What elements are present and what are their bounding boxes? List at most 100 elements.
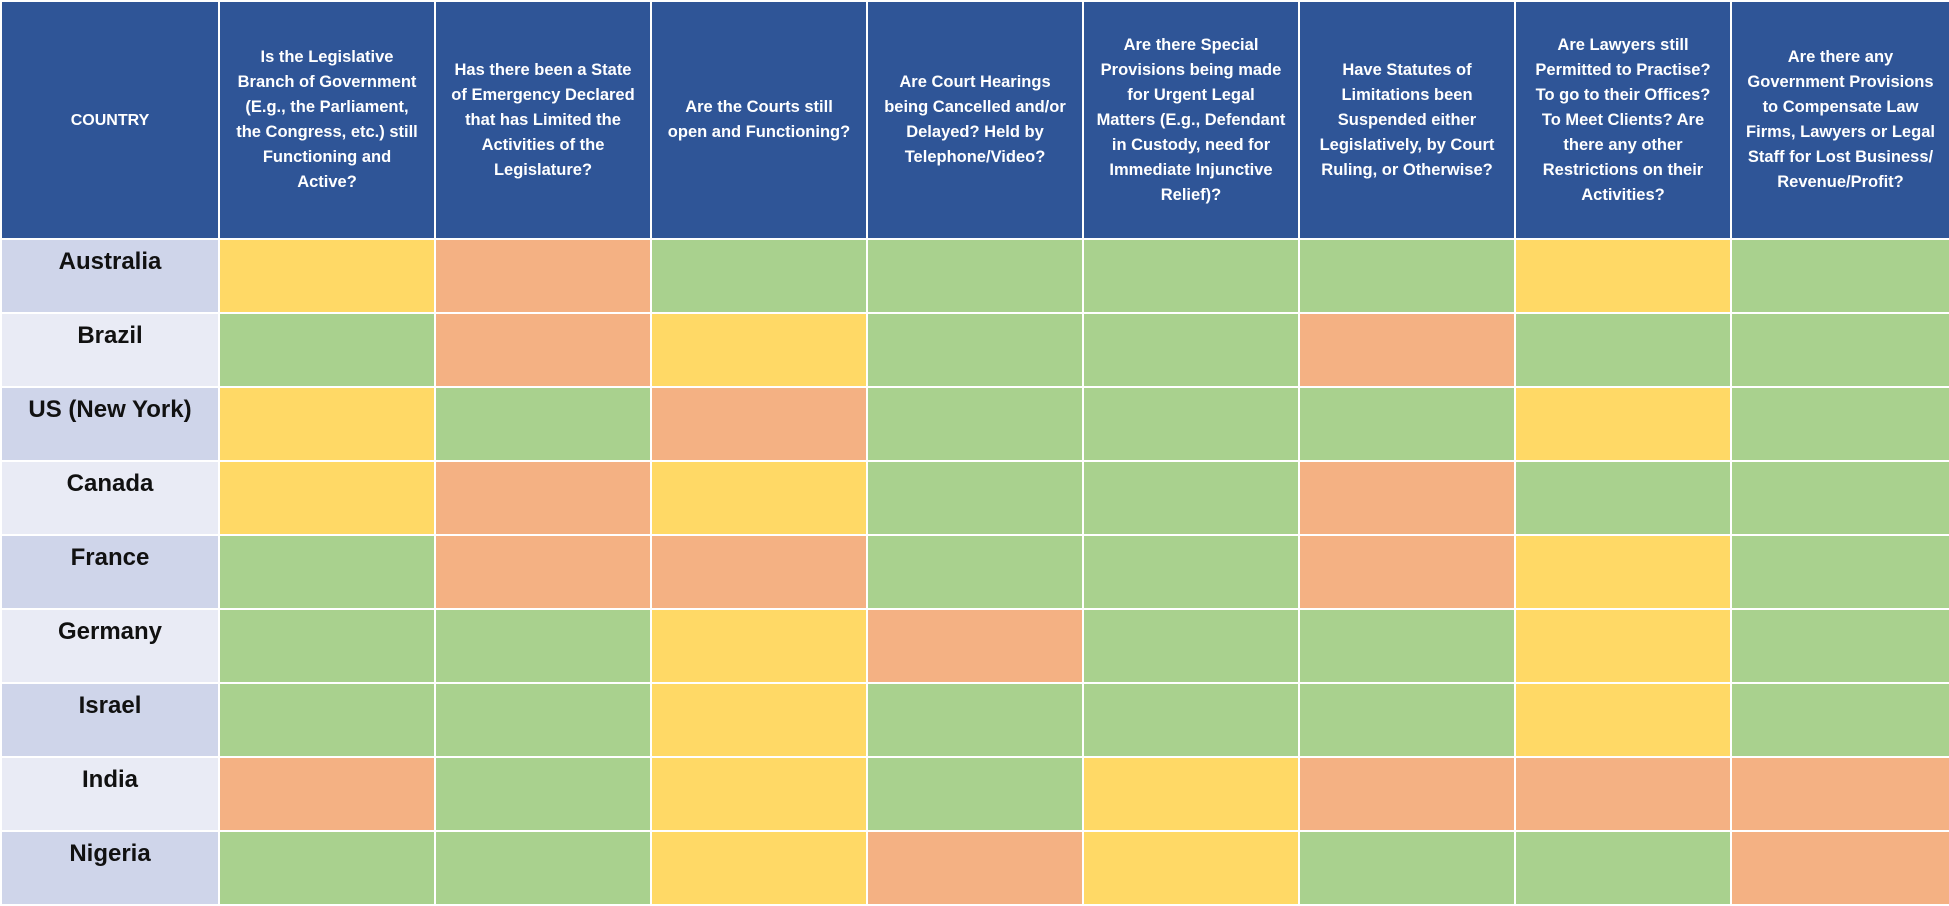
table-row: France: [2, 536, 1949, 608]
table-body: Australia Brazil US (New York) Canada France…: [2, 240, 1949, 904]
status-cell-green: [1084, 536, 1298, 608]
table-row: US (New York): [2, 388, 1949, 460]
table-row: Australia: [2, 240, 1949, 312]
status-cell-green: [652, 240, 866, 312]
status-cell-yellow: [652, 314, 866, 386]
status-cell-green: [1084, 684, 1298, 756]
status-cell-orange: [220, 758, 434, 830]
status-cell-orange: [1732, 832, 1949, 904]
status-cell-green: [1300, 832, 1514, 904]
status-cell-orange: [1300, 462, 1514, 534]
status-cell-green: [1516, 832, 1730, 904]
status-cell-green: [1084, 314, 1298, 386]
status-cell-green: [1732, 536, 1949, 608]
status-cell-orange: [868, 832, 1082, 904]
status-cell-green: [1300, 610, 1514, 682]
table-row: India: [2, 758, 1949, 830]
status-cell-green: [1516, 314, 1730, 386]
status-cell-green: [1732, 314, 1949, 386]
status-cell-yellow: [1516, 536, 1730, 608]
status-cell-yellow: [652, 610, 866, 682]
status-cell-orange: [652, 536, 866, 608]
status-cell-green: [436, 832, 650, 904]
status-cell-orange: [1300, 314, 1514, 386]
status-cell-green: [220, 832, 434, 904]
status-cell-orange: [436, 314, 650, 386]
status-cell-orange: [652, 388, 866, 460]
status-cell-green: [1084, 610, 1298, 682]
status-cell-green: [868, 758, 1082, 830]
table-row: Israel: [2, 684, 1949, 756]
header-compensation: Are there any Government Provisions to C…: [1732, 2, 1949, 238]
header-statutes-suspended: Have Statutes of Limitations been Suspen…: [1300, 2, 1514, 238]
status-cell-green: [1300, 684, 1514, 756]
status-cell-yellow: [652, 462, 866, 534]
status-cell-green: [1300, 240, 1514, 312]
header-urgent-provisions: Are there Special Provisions being made …: [1084, 2, 1298, 238]
status-cell-green: [868, 684, 1082, 756]
status-cell-yellow: [1084, 832, 1298, 904]
status-cell-green: [868, 462, 1082, 534]
status-cell-green: [436, 610, 650, 682]
country-cell: Canada: [2, 462, 218, 534]
status-cell-green: [868, 240, 1082, 312]
status-cell-orange: [436, 240, 650, 312]
status-cell-orange: [1516, 758, 1730, 830]
country-cell: Germany: [2, 610, 218, 682]
header-country: COUNTRY: [2, 2, 218, 238]
status-cell-yellow: [652, 758, 866, 830]
status-cell-green: [436, 684, 650, 756]
status-cell-yellow: [220, 462, 434, 534]
status-cell-green: [220, 610, 434, 682]
status-cell-yellow: [652, 832, 866, 904]
status-cell-green: [868, 314, 1082, 386]
status-cell-orange: [1732, 758, 1949, 830]
status-cell-green: [1084, 462, 1298, 534]
status-cell-green: [436, 388, 650, 460]
status-cell-yellow: [220, 240, 434, 312]
status-cell-orange: [1300, 536, 1514, 608]
country-cell: US (New York): [2, 388, 218, 460]
table-row: Canada: [2, 462, 1949, 534]
header-state-of-emergency: Has there been a State of Emergency Decl…: [436, 2, 650, 238]
status-cell-green: [1084, 388, 1298, 460]
status-cell-green: [868, 388, 1082, 460]
country-cell: Nigeria: [2, 832, 218, 904]
status-cell-green: [1084, 240, 1298, 312]
status-cell-green: [220, 684, 434, 756]
country-cell: Israel: [2, 684, 218, 756]
header-legislature-active: Is the Legislative Branch of Government …: [220, 2, 434, 238]
header-courts-open: Are the Courts still open and Functionin…: [652, 2, 866, 238]
status-cell-yellow: [1516, 610, 1730, 682]
status-cell-green: [1732, 684, 1949, 756]
header-hearings-cancelled: Are Court Hearings being Cancelled and/o…: [868, 2, 1082, 238]
status-cell-orange: [436, 462, 650, 534]
status-cell-green: [1516, 462, 1730, 534]
status-cell-green: [1732, 388, 1949, 460]
status-cell-green: [1732, 462, 1949, 534]
header-row: COUNTRY Is the Legislative Branch of Gov…: [2, 2, 1949, 238]
table-row: Brazil: [2, 314, 1949, 386]
header-lawyers-permitted: Are Lawyers still Permitted to Practise?…: [1516, 2, 1730, 238]
status-cell-green: [1300, 388, 1514, 460]
status-cell-green: [220, 314, 434, 386]
status-cell-green: [436, 758, 650, 830]
status-cell-green: [220, 536, 434, 608]
status-cell-orange: [436, 536, 650, 608]
status-cell-green: [1732, 240, 1949, 312]
country-cell: India: [2, 758, 218, 830]
status-cell-orange: [868, 610, 1082, 682]
status-cell-orange: [1300, 758, 1514, 830]
status-cell-green: [1732, 610, 1949, 682]
country-cell: Australia: [2, 240, 218, 312]
status-cell-yellow: [1516, 240, 1730, 312]
table-row: Germany: [2, 610, 1949, 682]
status-cell-yellow: [652, 684, 866, 756]
status-cell-yellow: [220, 388, 434, 460]
country-cell: France: [2, 536, 218, 608]
status-cell-yellow: [1516, 684, 1730, 756]
table-row: Nigeria: [2, 832, 1949, 904]
status-cell-yellow: [1516, 388, 1730, 460]
